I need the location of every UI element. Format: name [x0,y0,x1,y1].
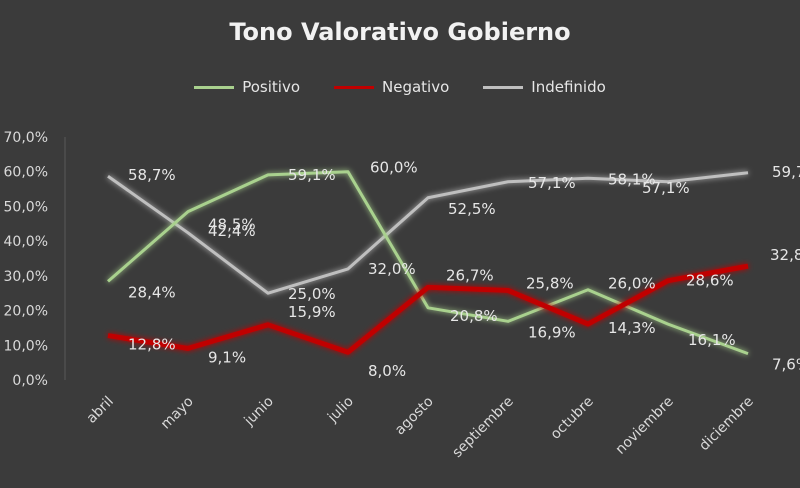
data-label-negativo: 26,7% [446,266,494,284]
data-label-negativo: 14,3% [608,319,656,337]
data-label-positivo: 20,8% [450,307,498,325]
x-tick-label: diciembre [696,394,757,455]
data-label-positivo: 59,1% [288,166,336,184]
data-label-indefinido: 52,5% [448,200,496,218]
y-tick-label: 20,0% [4,304,48,320]
y-axis-ticks: 0,0% 10,0% 20,0% 30,0% 40,0% 50,0% 60,0% 70,0% [4,130,48,389]
data-label-indefinido: 57,1% [528,174,576,192]
data-label-indefinido: 25,0% [288,285,336,303]
x-tick-label: mayo [158,394,197,433]
data-label-indefinido: 59,7% [772,163,800,181]
legend: Positivo Negativo Indefinido [0,78,800,96]
data-label-negativo: 32,8% [770,246,800,264]
data-label-indefinido: 57,1% [642,179,690,197]
y-tick-label: 10,0% [4,338,48,354]
data-label-indefinido: 42,4% [208,222,256,240]
data-labels: 28,4% 48,5% 59,1% 60,0% 20,8% 16,9% 26,0% 16,1%… [128,159,800,381]
data-label-positivo: 48,5% [208,216,256,234]
data-label-negativo: 9,1% [208,348,246,366]
x-axis-ticks: abril mayo junio julio agosto septiembre octub… [84,394,757,461]
legend-label-negativo: Negativo [382,78,450,96]
data-label-negativo: 28,6% [686,272,734,290]
data-label-indefinido: 58,7% [128,166,176,184]
legend-swatch-indefinido [483,85,524,89]
data-label-indefinido: 58,1% [608,170,656,188]
data-label-positivo: 26,0% [608,275,656,293]
y-tick-label: 60,0% [4,165,48,181]
y-tick-label: 50,0% [4,199,48,215]
x-tick-label: octubre [548,394,597,443]
data-label-positivo: 16,1% [688,331,736,349]
y-tick-label: 0,0% [12,373,48,389]
series-line-negativo [107,263,749,355]
x-tick-label: abril [84,394,117,427]
legend-swatch-negativo [334,85,374,89]
chart-title: Tono Valorativo Gobierno [229,18,571,46]
legend-item-indefinido: Indefinido [483,78,606,96]
x-tick-label: julio [324,394,357,427]
data-label-negativo: 25,8% [526,274,574,292]
legend-item-negativo: Negativo [334,78,449,96]
y-tick-label: 40,0% [4,234,48,250]
y-tick-label: 70,0% [4,130,48,146]
data-label-positivo: 28,4% [128,283,176,301]
data-label-negativo: 8,0% [368,362,406,380]
series-lines [107,170,749,356]
x-tick-label: septiembre [449,394,516,461]
data-label-positivo: 16,9% [528,323,576,341]
legend-label-indefinido: Indefinido [531,78,606,96]
x-tick-label: junio [241,394,277,430]
legend-swatch-positivo [194,85,235,89]
data-label-negativo: 12,8% [128,336,176,354]
y-tick-label: 30,0% [4,269,48,285]
data-label-negativo: 15,9% [288,303,336,321]
data-label-positivo: 7,6% [772,356,800,374]
data-label-indefinido: 32,0% [368,260,416,278]
x-tick-label: agosto [392,394,437,439]
legend-item-positivo: Positivo [194,78,300,96]
series-line-positivo [107,170,749,356]
legend-label-positivo: Positivo [242,78,300,96]
series-line-indefinido [107,171,749,295]
data-label-positivo: 60,0% [370,159,418,177]
x-tick-label: noviembre [613,394,677,458]
